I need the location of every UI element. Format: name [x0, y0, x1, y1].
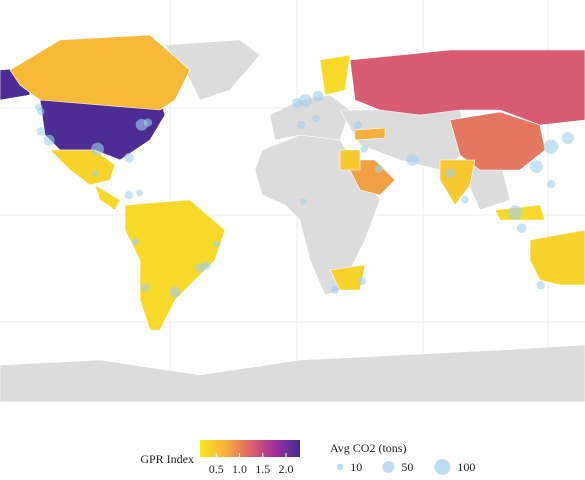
co2-bubble	[330, 285, 339, 294]
co2-bubble	[202, 261, 211, 270]
co2-bubble	[131, 237, 140, 246]
legend: GPR Index Avg CO2 (tons) 0.5 1.0 1.5 2.0 10 5…	[140, 440, 475, 476]
color-legend-title: GPR Index	[140, 452, 194, 466]
co2-bubble	[445, 168, 456, 179]
regions	[0, 34, 585, 331]
co2-bubble	[124, 152, 134, 163]
co2-bubble	[546, 180, 556, 189]
region	[439, 159, 476, 206]
points	[34, 90, 574, 298]
region	[49, 149, 116, 186]
co2-bubble	[516, 223, 527, 234]
co2-bubble	[43, 134, 55, 146]
co2-bubble	[312, 90, 324, 102]
co2-bubble	[169, 286, 181, 298]
co2-bubble	[297, 120, 306, 129]
co2-bubble	[298, 94, 312, 108]
land	[0, 344, 585, 403]
colorbar	[200, 440, 300, 457]
co2-bubble	[508, 205, 523, 221]
co2-bubble	[312, 114, 320, 122]
co2-bubble	[360, 145, 368, 153]
size-legend-title: Avg CO2 (tons)	[330, 441, 406, 455]
region	[94, 184, 121, 211]
co2-bubble	[34, 103, 43, 111]
region	[329, 264, 366, 291]
co2-bubble	[91, 142, 104, 156]
co2-bubble	[136, 189, 143, 197]
size-legend-label: 50	[401, 460, 413, 474]
size-legend-bubble	[382, 461, 395, 473]
region	[9, 34, 191, 111]
co2-bubble	[300, 198, 307, 206]
co2-bubble	[92, 169, 99, 177]
region	[339, 149, 361, 171]
colorbar-tick-label: 1.5	[255, 462, 270, 476]
co2-bubble	[374, 164, 384, 173]
co2-bubble	[461, 195, 469, 204]
region	[319, 54, 351, 96]
size-legend-bubble	[336, 463, 344, 471]
region	[349, 49, 585, 126]
co2-bubble	[543, 139, 559, 155]
region	[449, 111, 546, 171]
base-land	[0, 39, 585, 403]
co2-bubble	[141, 283, 150, 292]
region	[354, 127, 386, 141]
size-legend-label: 10	[350, 460, 362, 474]
colorbar-tick-label: 0.5	[209, 462, 224, 476]
co2-bubble	[143, 118, 153, 127]
region	[124, 199, 226, 331]
co2-bubble	[213, 240, 221, 247]
co2-bubble	[561, 132, 574, 144]
region	[529, 229, 585, 286]
co2-bubble	[357, 276, 367, 286]
size-legend-bubble	[434, 459, 451, 475]
co2-bubble	[529, 160, 543, 174]
colorbar-tick-label: 1.0	[232, 462, 247, 476]
co2-bubble	[406, 154, 419, 166]
colorbar-tick-label: 2.0	[279, 462, 294, 476]
size-legend-label: 100	[457, 460, 475, 474]
co2-bubble	[36, 127, 45, 136]
co2-bubble	[536, 281, 545, 290]
co2-bubble	[353, 120, 363, 129]
co2-bubble	[124, 191, 134, 200]
